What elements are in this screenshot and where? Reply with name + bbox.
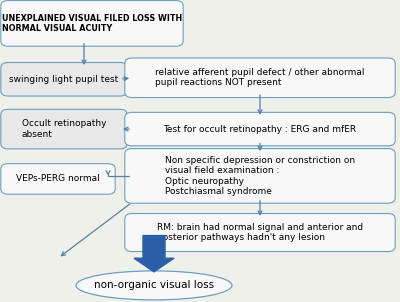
FancyBboxPatch shape xyxy=(1,1,183,46)
Ellipse shape xyxy=(76,271,232,300)
FancyBboxPatch shape xyxy=(125,214,395,252)
Text: UNEXPLAINED VISUAL FILED LOSS WITH
NORMAL VISUAL ACUITY: UNEXPLAINED VISUAL FILED LOSS WITH NORMA… xyxy=(2,14,182,33)
Text: Test for occult retinopathy : ERG and mfER: Test for occult retinopathy : ERG and mf… xyxy=(164,125,356,133)
FancyBboxPatch shape xyxy=(125,58,395,98)
FancyArrow shape xyxy=(134,236,174,272)
FancyBboxPatch shape xyxy=(125,112,395,146)
Text: Non specific depression or constriction on
visual field examination :
Optic neur: Non specific depression or constriction … xyxy=(165,156,355,196)
Text: swinging light pupil test: swinging light pupil test xyxy=(9,75,119,84)
Text: non-organic visual loss: non-organic visual loss xyxy=(94,280,214,291)
Text: VEPs-PERG normal: VEPs-PERG normal xyxy=(16,175,100,183)
FancyBboxPatch shape xyxy=(1,109,127,149)
FancyBboxPatch shape xyxy=(125,149,395,203)
Text: relative afferent pupil defect / other abnormal
pupil reactions NOT present: relative afferent pupil defect / other a… xyxy=(155,68,365,88)
FancyBboxPatch shape xyxy=(1,164,115,194)
Text: RM: brain had normal signal and anterior and
posterior pathways hadn't any lesio: RM: brain had normal signal and anterior… xyxy=(157,223,363,242)
Text: Occult retinopathy
absent: Occult retinopathy absent xyxy=(22,119,106,139)
FancyBboxPatch shape xyxy=(1,63,127,96)
